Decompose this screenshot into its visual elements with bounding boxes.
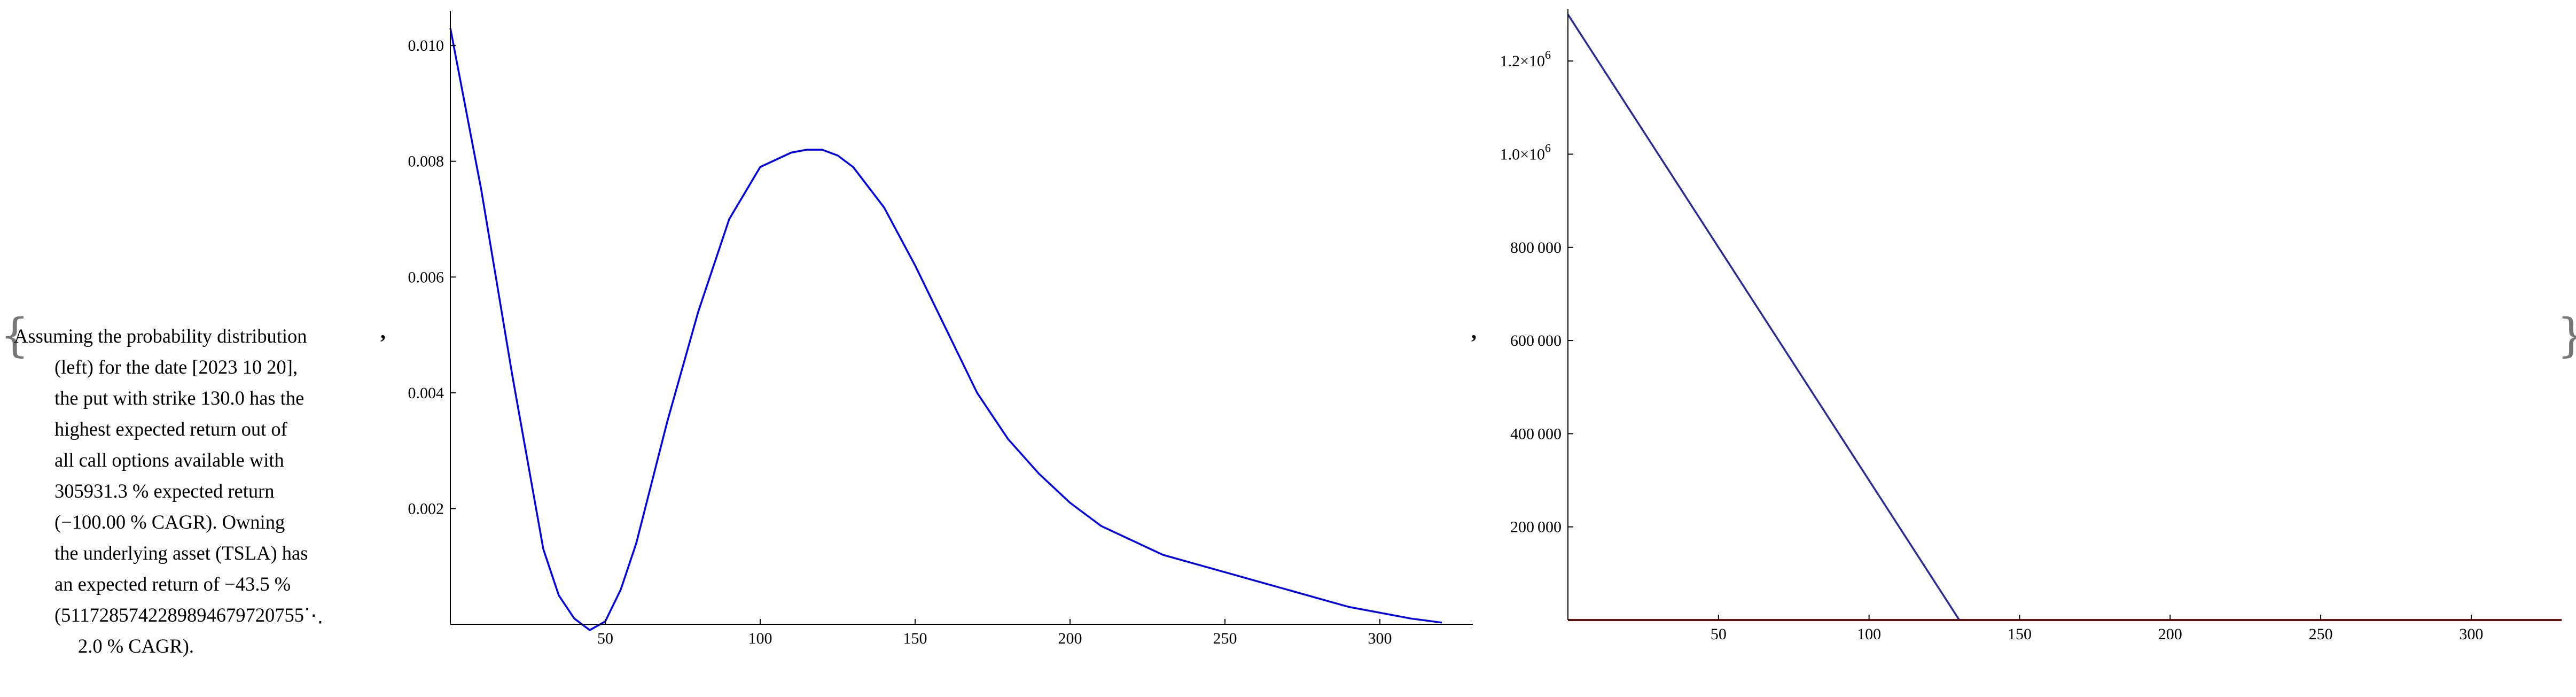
description-line: (left) for the date [2023 10 20], bbox=[54, 356, 298, 378]
separator-comma: , bbox=[1471, 319, 1477, 343]
separator-comma: , bbox=[380, 319, 386, 343]
x-tick-label: 100 bbox=[1857, 625, 1881, 643]
x-tick-label: 50 bbox=[597, 630, 613, 647]
description-line: all call options available with bbox=[54, 449, 284, 471]
description-line: the put with strike 130.0 has the bbox=[54, 387, 305, 409]
y-tick-label: 0.006 bbox=[408, 268, 444, 286]
y-tick-label: 600 000 bbox=[1510, 332, 1562, 350]
y-tick-label: 400 000 bbox=[1510, 425, 1562, 443]
description-line: (5117285742289894679720755⋱ bbox=[54, 604, 324, 626]
probability-density-chart: 50 100 150 200 250 300 0.002 0.004 0.006 0.008 0.0… bbox=[408, 11, 1473, 647]
x-tick-label: 150 bbox=[2008, 625, 2032, 643]
x-tick-label: 250 bbox=[2309, 625, 2333, 643]
x-tick-label: 250 bbox=[1213, 630, 1237, 647]
description-line: an expected return of −43.5 % bbox=[54, 573, 291, 595]
description-line: 2.0 % CAGR). bbox=[78, 635, 194, 657]
y-tick-label: 0.008 bbox=[408, 153, 444, 171]
description-line: the underlying asset (TSLA) has bbox=[54, 542, 308, 564]
x-tick-label: 150 bbox=[903, 630, 927, 647]
y-tick-label: 800 000 bbox=[1510, 239, 1562, 257]
y-tick-label: 200 000 bbox=[1510, 518, 1562, 536]
y-tick-label: 0.010 bbox=[408, 37, 444, 55]
y-tick-label: 0.004 bbox=[408, 384, 444, 402]
y-tick-label: 0.002 bbox=[408, 500, 444, 517]
payoff-chart: 50 100 150 200 250 300 200 000 400 000 600 000 80… bbox=[1500, 9, 2562, 643]
x-tick-label: 200 bbox=[1058, 630, 1082, 647]
x-tick-label: 300 bbox=[1368, 630, 1392, 647]
close-brace: } bbox=[2557, 313, 2576, 359]
open-brace: { bbox=[0, 309, 29, 362]
x-tick-label: 300 bbox=[2459, 625, 2483, 643]
description-line: 305931.3 % expected return bbox=[54, 480, 275, 502]
series-line bbox=[449, 28, 1442, 631]
x-tick-label: 100 bbox=[748, 630, 772, 647]
x-tick-label: 50 bbox=[1711, 625, 1727, 643]
y-tick-label: 1.0×106 bbox=[1500, 141, 1551, 163]
description-line: (−100.00 % CAGR). Owning bbox=[54, 511, 285, 533]
y-tick-label: 1.2×106 bbox=[1500, 48, 1551, 70]
description-text: Assuming the probability distribution (l… bbox=[14, 321, 399, 662]
series-line bbox=[1567, 14, 2562, 621]
description-line: Assuming the probability distribution bbox=[14, 325, 307, 347]
x-tick-label: 200 bbox=[2158, 625, 2182, 643]
description-line: highest expected return out of bbox=[54, 418, 287, 440]
